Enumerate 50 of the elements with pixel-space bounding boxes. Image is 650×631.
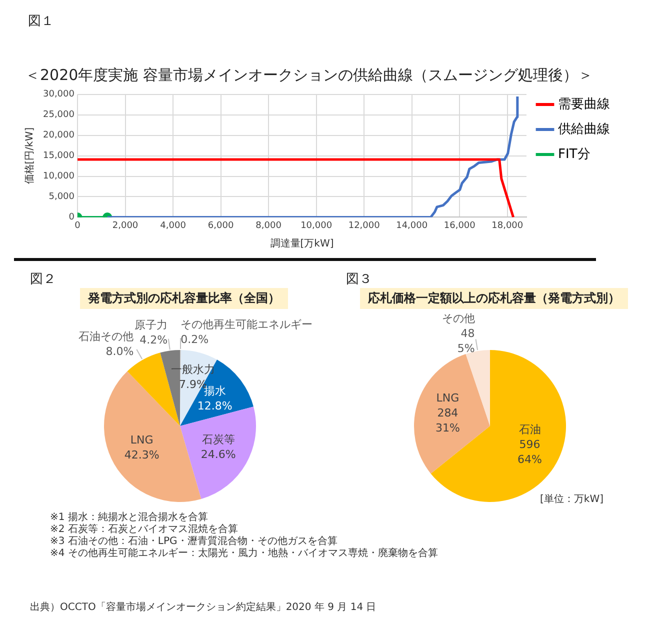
y-axis-title: 価格[円/kW]: [24, 127, 36, 184]
y-tick-label: 25,000: [42, 110, 75, 120]
text: ※4 その他再生可能エネルギー：太陽光・風力・地熱・バイオマス専焼・廃棄物を合算: [50, 548, 438, 560]
source-note: 出典）OCCTO「容量市場メインオークション約定結果」2020 年 9 月 14 日: [30, 602, 376, 614]
data-label: 0.2%: [180, 332, 209, 346]
x-tick-label: 2,000: [112, 220, 138, 231]
y-tick-label: 5,000: [48, 192, 75, 202]
x-tick-label: 18,000: [492, 220, 524, 231]
legend-label: 需要曲線: [558, 96, 610, 112]
y-tick-label: 10,000: [42, 172, 75, 182]
chart-title: 発電方式別の応札容量比率（全国）: [80, 288, 288, 309]
text: ※1 揚水：純揚水と混合揚水を合算: [50, 512, 208, 524]
y-tick-label: 15,000: [42, 151, 75, 162]
data-label: 42.3%: [124, 448, 160, 462]
text: [単位：万kW]: [540, 494, 604, 506]
caption: 図１: [28, 13, 54, 30]
x-tick-label: 12,000: [348, 220, 380, 231]
x-tick-label: 4,000: [160, 220, 186, 231]
data-label: 596 64%: [518, 438, 542, 466]
slice-label: LNG: [436, 391, 460, 404]
slice-label: 石炭等: [202, 433, 235, 446]
y-tick-label: 0: [68, 212, 75, 223]
data-label: 284 31%: [435, 406, 460, 434]
chart-title: 応札価格一定額以上の応札容量（発電方式別）: [360, 288, 628, 309]
x-axis-title: 調達量[万kW]: [270, 238, 334, 250]
y-tick-label: 20,000: [42, 130, 75, 141]
text: ※2 石炭等：石炭とバイオマス混焼を合算: [50, 524, 238, 536]
x-tick-label: 16,000: [444, 220, 476, 231]
slice-label: LNG: [130, 433, 154, 446]
slice-label: 石油: [518, 422, 541, 436]
x-tick-label: 10,000: [300, 220, 332, 231]
text: ※3 石油その他：石油・LPG・瀝青質混合物・その他ガスを合算: [50, 536, 338, 548]
slice-label: その他: [442, 312, 475, 326]
data-label: 12.8%: [197, 399, 232, 412]
data-label: 48 5%: [457, 327, 475, 356]
data-label: 24.6%: [200, 448, 236, 462]
legend-label: 供給曲線: [558, 122, 610, 137]
caption: 図３: [346, 271, 372, 288]
chart-title: ＜2020年度実施 容量市場メインオークションの供給曲線（スムージング処理後）＞: [25, 66, 593, 85]
x-tick-label: 14,000: [396, 220, 428, 231]
slice-label: その他再生可能エネルギー: [180, 318, 313, 331]
data-label: 8.0%: [106, 345, 134, 358]
caption: 図２: [30, 271, 56, 288]
slice-label: 原子力: [134, 318, 168, 332]
y-tick-label: 30,000: [42, 90, 75, 100]
x-tick-label: 6,000: [208, 220, 234, 231]
slice-label: 石油その他: [78, 330, 134, 344]
legend-label: FIT分: [558, 146, 590, 162]
x-tick-label: 8,000: [256, 220, 282, 231]
data-label: 4.2%: [140, 334, 168, 347]
